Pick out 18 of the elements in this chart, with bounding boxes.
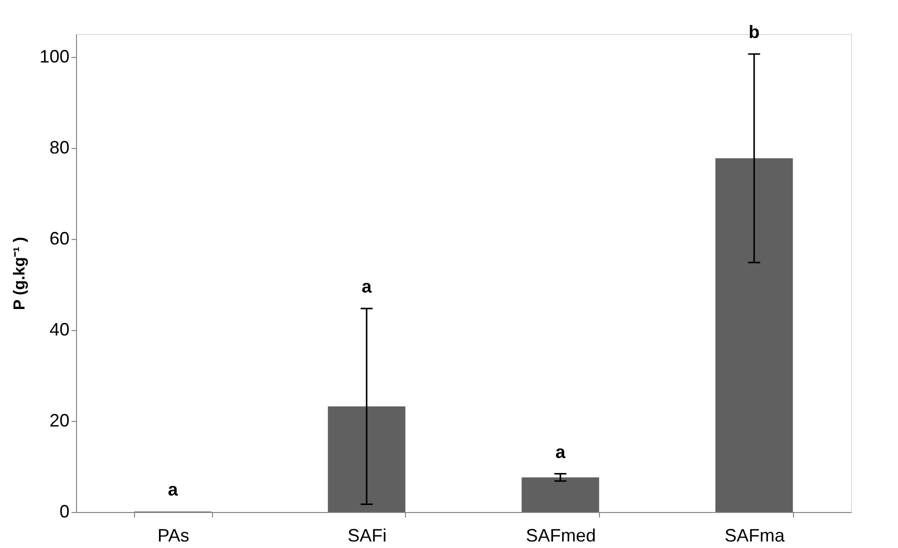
y-axis-title: P (g.kg⁻¹ ) <box>11 236 28 310</box>
y-tick-label: 100 <box>39 46 70 66</box>
y-tick-label: 60 <box>49 228 70 248</box>
annotation: b <box>748 22 760 42</box>
y-tick-label: 0 <box>59 502 70 522</box>
x-tick-label: SAFi <box>348 526 387 546</box>
x-tick-label: SAFma <box>724 526 786 546</box>
bar <box>522 477 600 512</box>
y-tick-label: 20 <box>49 410 70 430</box>
x-tick-label: SAFmed <box>526 526 596 546</box>
annotation: a <box>362 276 373 297</box>
bar <box>715 158 793 512</box>
annotation: a <box>555 442 566 462</box>
x-tick-label: PAs <box>158 526 190 546</box>
bar <box>328 406 406 512</box>
y-tick-label: 80 <box>49 137 70 158</box>
annotation: a <box>168 480 179 500</box>
y-tick-label: 40 <box>49 319 70 340</box>
